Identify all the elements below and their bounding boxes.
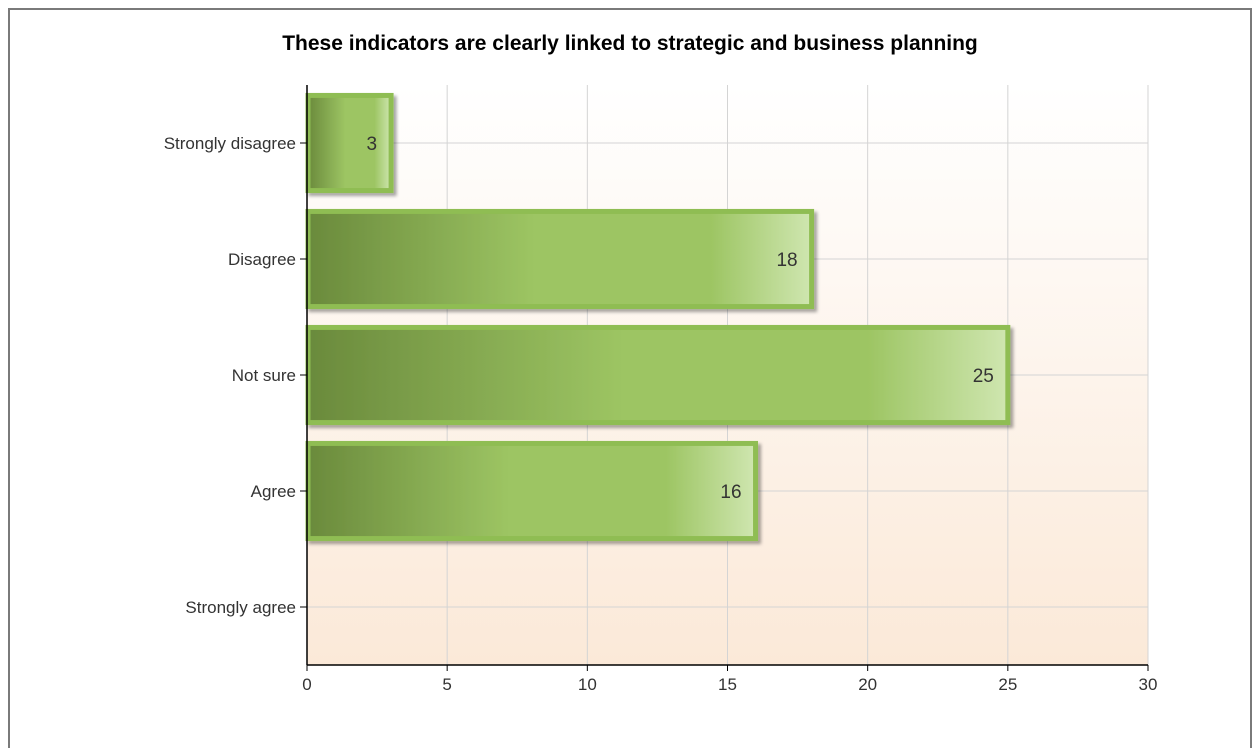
bar-value-label: 25	[973, 366, 994, 387]
y-tick-label: Strongly disagree	[164, 134, 296, 153]
bar	[305, 92, 394, 194]
y-tick-label: Agree	[251, 482, 296, 501]
bar-chart: 3 18 25 16 0 5 10 15 20 25 30 Strongly disagree Dis…	[164, 85, 1158, 694]
x-tick-label: 10	[578, 675, 597, 694]
y-tick-label: Strongly agree	[185, 598, 296, 617]
x-tick-label: 25	[998, 675, 1017, 694]
axes: 0 5 10 15 20 25 30 Strongly disagree Disagree Not…	[164, 85, 1158, 694]
chart-title: These indicators are clearly linked to s…	[282, 32, 978, 55]
bar	[305, 440, 759, 542]
x-tick-label: 30	[1139, 675, 1158, 694]
bar-value-label: 3	[367, 134, 378, 155]
bar-value-label: 18	[776, 250, 797, 271]
bars: 3 18 25 16	[305, 92, 1011, 542]
x-tick-label: 5	[442, 675, 451, 694]
x-tick-label: 0	[302, 675, 311, 694]
y-tick-label: Disagree	[228, 250, 296, 269]
x-tick-label: 20	[858, 675, 877, 694]
bar	[305, 324, 1011, 426]
y-tick-label: Not sure	[232, 366, 296, 385]
bar-value-label: 16	[720, 482, 741, 503]
x-tick-label: 15	[718, 675, 737, 694]
bar	[305, 208, 815, 310]
